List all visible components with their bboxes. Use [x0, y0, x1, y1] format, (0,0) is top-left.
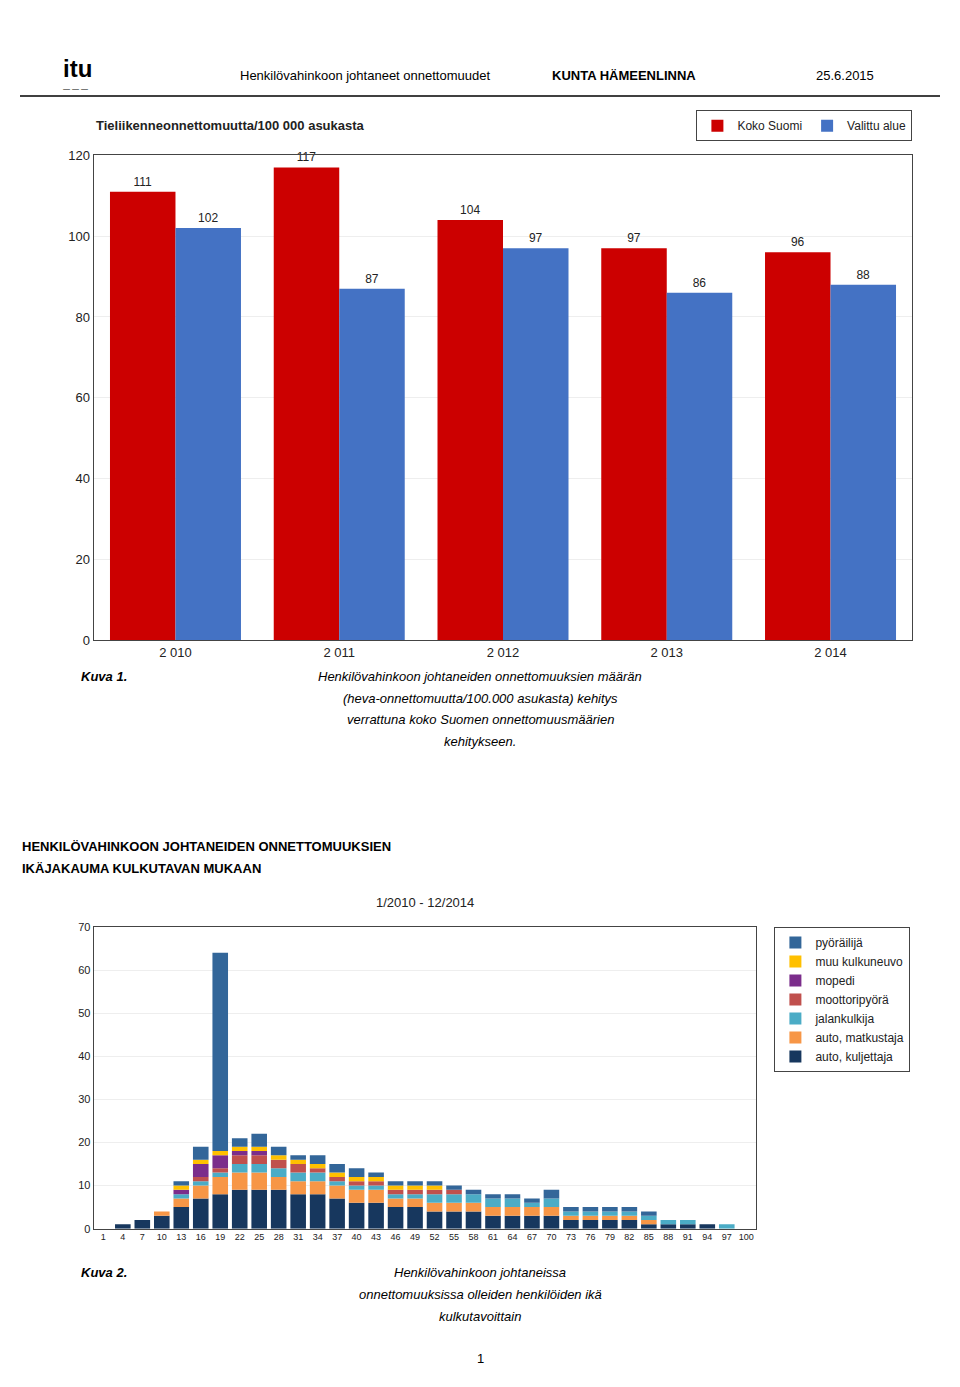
svg-text:kulkutavoittain: kulkutavoittain — [439, 1309, 521, 1324]
svg-text:KUNTA HÄMEENLINNA: KUNTA HÄMEENLINNA — [552, 68, 696, 83]
svg-text:25.6.2015: 25.6.2015 — [816, 68, 874, 83]
svg-text:73: 73 — [566, 1232, 576, 1242]
svg-text:2 013: 2 013 — [650, 645, 683, 660]
svg-text:67: 67 — [527, 1232, 537, 1242]
svg-text:1/2010 - 12/2014: 1/2010 - 12/2014 — [376, 895, 474, 910]
svg-text:Henkilövahinkoon johtaneissa: Henkilövahinkoon johtaneissa — [394, 1265, 566, 1280]
svg-text:4: 4 — [120, 1232, 125, 1242]
svg-text:40: 40 — [78, 1050, 90, 1062]
svg-text:91: 91 — [683, 1232, 693, 1242]
svg-text:13: 13 — [176, 1232, 186, 1242]
svg-text:61: 61 — [488, 1232, 498, 1242]
svg-text:40: 40 — [352, 1232, 362, 1242]
svg-text:94: 94 — [702, 1232, 712, 1242]
svg-text:96: 96 — [791, 235, 805, 249]
svg-text:86: 86 — [693, 276, 707, 290]
svg-text:117: 117 — [297, 150, 316, 164]
svg-text:88: 88 — [663, 1232, 673, 1242]
svg-text:52: 52 — [430, 1232, 440, 1242]
svg-text:46: 46 — [391, 1232, 401, 1242]
svg-text:1: 1 — [101, 1232, 106, 1242]
svg-text:onnettomuuksissa olleiden henk: onnettomuuksissa olleiden henkilöiden ik… — [359, 1287, 602, 1302]
svg-text:100: 100 — [68, 229, 90, 244]
svg-text:1: 1 — [477, 1351, 484, 1366]
svg-text:100: 100 — [739, 1232, 754, 1242]
svg-text:auto, kuljettaja: auto, kuljettaja — [815, 1050, 893, 1064]
svg-text:20: 20 — [76, 552, 90, 567]
svg-text:pyöräilijä: pyöräilijä — [815, 936, 863, 950]
svg-text:50: 50 — [78, 1007, 90, 1019]
svg-text:10: 10 — [157, 1232, 167, 1242]
svg-text:2 011: 2 011 — [323, 645, 355, 660]
svg-text:itu: itu — [63, 55, 92, 82]
svg-text:auto, matkustaja: auto, matkustaja — [815, 1031, 903, 1045]
svg-text:— — —: — — — — [63, 85, 88, 92]
svg-text:2 014: 2 014 — [814, 645, 847, 660]
svg-text:moottoripyörä: moottoripyörä — [815, 993, 889, 1007]
svg-text:87: 87 — [365, 272, 379, 286]
svg-text:Kuva 1.: Kuva 1. — [81, 669, 127, 684]
svg-text:0: 0 — [83, 633, 90, 648]
svg-text:kehitykseen.: kehitykseen. — [444, 734, 516, 749]
svg-text:mopedi: mopedi — [815, 974, 854, 988]
svg-text:43: 43 — [371, 1232, 381, 1242]
svg-text:49: 49 — [410, 1232, 420, 1242]
svg-text:80: 80 — [76, 309, 90, 324]
svg-text:70: 70 — [546, 1232, 556, 1242]
svg-text:muu kulkuneuvo: muu kulkuneuvo — [815, 955, 903, 969]
svg-text:Henkilövahinkoon johtaneet onn: Henkilövahinkoon johtaneet onnettomuudet — [240, 68, 490, 83]
svg-text:Valittu alue: Valittu alue — [847, 119, 906, 133]
svg-text:IKÄJAKAUMA KULKUTAVAN MUKAAN: IKÄJAKAUMA KULKUTAVAN MUKAAN — [22, 861, 261, 876]
svg-text:16: 16 — [196, 1232, 206, 1242]
svg-text:jalankulkija: jalankulkija — [814, 1012, 874, 1026]
svg-text:10: 10 — [78, 1179, 90, 1191]
svg-text:111: 111 — [133, 175, 152, 189]
svg-text:64: 64 — [507, 1232, 517, 1242]
svg-text:7: 7 — [140, 1232, 145, 1242]
svg-text:85: 85 — [644, 1232, 654, 1242]
svg-text:88: 88 — [856, 268, 870, 282]
svg-text:28: 28 — [274, 1232, 284, 1242]
svg-text:2 012: 2 012 — [487, 645, 520, 660]
svg-text:Koko Suomi: Koko Suomi — [737, 119, 802, 133]
svg-text:82: 82 — [624, 1232, 634, 1242]
svg-text:120: 120 — [68, 148, 90, 163]
svg-text:31: 31 — [293, 1232, 303, 1242]
svg-text:40: 40 — [76, 471, 90, 486]
svg-text:60: 60 — [76, 390, 90, 405]
svg-text:58: 58 — [469, 1232, 479, 1242]
svg-text:(heva-onnettomuutta/100.000 as: (heva-onnettomuutta/100.000 asukasta) ke… — [343, 691, 618, 706]
svg-text:Kuva 2.: Kuva 2. — [81, 1265, 127, 1280]
svg-text:102: 102 — [198, 211, 218, 225]
svg-text:verrattuna koko Suomen onnetto: verrattuna koko Suomen onnettomuusmäärie… — [347, 712, 614, 727]
svg-text:22: 22 — [235, 1232, 245, 1242]
svg-text:55: 55 — [449, 1232, 459, 1242]
svg-text:20: 20 — [78, 1136, 90, 1148]
svg-text:0: 0 — [84, 1222, 90, 1234]
svg-text:2 010: 2 010 — [159, 645, 192, 660]
svg-text:Tieliikenneonnettomuutta/100 0: Tieliikenneonnettomuutta/100 000 asukast… — [96, 118, 365, 133]
svg-text:97: 97 — [722, 1232, 732, 1242]
svg-text:30: 30 — [78, 1093, 90, 1105]
svg-text:37: 37 — [332, 1232, 342, 1242]
svg-text:79: 79 — [605, 1232, 615, 1242]
svg-text:97: 97 — [627, 231, 641, 245]
svg-text:25: 25 — [254, 1232, 264, 1242]
svg-text:Henkilövahinkoon johtaneiden o: Henkilövahinkoon johtaneiden onnettomuuk… — [318, 669, 642, 684]
svg-text:HENKILÖVAHINKOON JOHTANEIDEN O: HENKILÖVAHINKOON JOHTANEIDEN ONNETTOMUUK… — [22, 839, 391, 854]
svg-text:97: 97 — [529, 231, 543, 245]
svg-text:60: 60 — [78, 964, 90, 976]
svg-text:19: 19 — [215, 1232, 225, 1242]
svg-text:70: 70 — [78, 921, 90, 933]
svg-text:104: 104 — [460, 203, 480, 217]
svg-text:76: 76 — [585, 1232, 595, 1242]
svg-text:34: 34 — [313, 1232, 323, 1242]
